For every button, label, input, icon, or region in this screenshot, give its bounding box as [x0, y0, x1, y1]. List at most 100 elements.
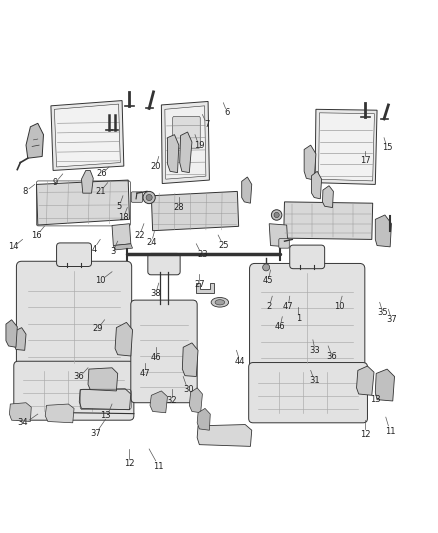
Text: 13: 13 [100, 411, 111, 421]
Text: 45: 45 [263, 276, 273, 285]
Text: 31: 31 [309, 376, 319, 385]
Polygon shape [81, 171, 93, 193]
Polygon shape [36, 180, 130, 225]
Polygon shape [315, 109, 377, 184]
Text: 30: 30 [183, 385, 194, 394]
Text: 9: 9 [53, 178, 58, 187]
Text: 34: 34 [17, 418, 28, 427]
Text: 44: 44 [235, 357, 245, 366]
Circle shape [263, 264, 270, 271]
Text: 19: 19 [194, 141, 205, 150]
Polygon shape [88, 368, 118, 391]
Text: 29: 29 [92, 324, 103, 333]
FancyBboxPatch shape [148, 253, 180, 275]
Text: 16: 16 [31, 231, 42, 239]
Text: 47: 47 [283, 302, 293, 311]
Text: 21: 21 [95, 187, 106, 196]
Text: 4: 4 [92, 245, 97, 254]
Polygon shape [14, 328, 26, 350]
Text: 17: 17 [360, 156, 371, 165]
Polygon shape [284, 202, 373, 239]
FancyBboxPatch shape [16, 261, 132, 374]
Text: 28: 28 [173, 203, 184, 212]
Text: 10: 10 [334, 302, 344, 311]
Text: 12: 12 [124, 459, 135, 469]
Text: 27: 27 [194, 280, 205, 289]
Text: 15: 15 [382, 143, 392, 152]
Polygon shape [79, 389, 131, 410]
Polygon shape [115, 322, 133, 356]
FancyBboxPatch shape [131, 192, 143, 203]
Text: 8: 8 [22, 187, 28, 196]
Polygon shape [357, 366, 374, 395]
Text: 37: 37 [91, 429, 101, 438]
Text: 12: 12 [360, 430, 371, 439]
Text: 1: 1 [296, 313, 301, 322]
Polygon shape [375, 369, 395, 401]
FancyBboxPatch shape [249, 362, 367, 423]
Text: 18: 18 [119, 213, 129, 222]
Text: 20: 20 [150, 163, 161, 172]
Polygon shape [242, 177, 252, 203]
Polygon shape [304, 145, 316, 180]
Circle shape [146, 195, 152, 200]
Polygon shape [150, 391, 167, 413]
Text: 11: 11 [385, 427, 396, 436]
Polygon shape [269, 224, 288, 247]
Circle shape [274, 212, 279, 217]
Polygon shape [375, 215, 392, 247]
Polygon shape [180, 132, 192, 173]
Text: 26: 26 [97, 169, 107, 179]
FancyBboxPatch shape [173, 116, 200, 148]
Text: 14: 14 [8, 243, 18, 252]
Text: 10: 10 [95, 276, 106, 285]
FancyBboxPatch shape [290, 245, 325, 269]
Text: 36: 36 [326, 351, 337, 360]
Polygon shape [161, 101, 209, 183]
Text: 47: 47 [139, 369, 150, 378]
Circle shape [272, 210, 282, 220]
Text: 36: 36 [73, 372, 84, 381]
Polygon shape [6, 320, 17, 348]
Polygon shape [45, 404, 74, 423]
Polygon shape [51, 101, 124, 171]
Text: 5: 5 [117, 202, 122, 211]
Polygon shape [322, 185, 333, 207]
Text: 25: 25 [218, 241, 229, 250]
FancyBboxPatch shape [57, 243, 92, 266]
Polygon shape [113, 244, 133, 250]
Text: 6: 6 [224, 108, 230, 117]
Text: 13: 13 [370, 395, 381, 404]
Polygon shape [165, 106, 206, 179]
Polygon shape [151, 191, 239, 231]
FancyBboxPatch shape [14, 361, 134, 420]
Text: 23: 23 [197, 250, 208, 259]
Polygon shape [189, 388, 202, 413]
Text: 3: 3 [111, 247, 116, 256]
FancyBboxPatch shape [279, 239, 289, 248]
Polygon shape [167, 135, 179, 173]
Text: 46: 46 [275, 322, 286, 331]
Polygon shape [196, 283, 214, 293]
Ellipse shape [211, 297, 229, 307]
Text: 33: 33 [310, 346, 321, 355]
Text: 35: 35 [378, 308, 388, 317]
FancyBboxPatch shape [131, 300, 197, 403]
Polygon shape [182, 343, 198, 376]
Polygon shape [112, 224, 131, 246]
Polygon shape [197, 408, 210, 430]
Polygon shape [54, 104, 120, 167]
Circle shape [143, 191, 155, 204]
Text: 7: 7 [204, 120, 209, 129]
Ellipse shape [215, 300, 225, 305]
Text: 46: 46 [150, 353, 161, 362]
Text: 38: 38 [150, 289, 161, 298]
Polygon shape [10, 403, 31, 422]
Text: 24: 24 [146, 238, 156, 247]
Text: 11: 11 [152, 462, 163, 471]
Text: 37: 37 [386, 315, 397, 324]
Polygon shape [26, 123, 43, 158]
Polygon shape [197, 425, 252, 446]
Polygon shape [311, 171, 321, 199]
Polygon shape [318, 113, 374, 181]
